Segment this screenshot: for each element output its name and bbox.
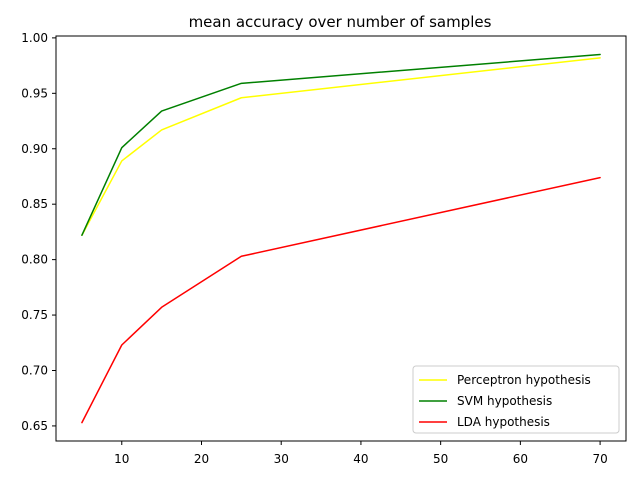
series-line-2 xyxy=(81,176,601,424)
plot-frame xyxy=(55,35,627,442)
y-tick-label-3: 0.80 xyxy=(21,253,48,267)
x-tick-label-0: 10 xyxy=(114,452,129,466)
legend: Perceptron hypothesis SVM hypothesis LDA h… xyxy=(412,365,620,434)
legend-label-0: Perceptron hypothesis xyxy=(457,373,591,387)
legend-label-1: SVM hypothesis xyxy=(457,394,552,408)
legend-label-2: LDA hypothesis xyxy=(457,415,550,429)
x-tick-label-5: 60 xyxy=(513,452,528,466)
x-tick-label-1: 20 xyxy=(194,452,209,466)
x-axis-ticks: 10 20 30 40 50 60 70 xyxy=(114,441,608,466)
y-tick-label-5: 0.90 xyxy=(21,142,48,156)
y-axis-ticks: 0.65 0.70 0.75 0.80 0.85 0.90 0.95 1.00 xyxy=(21,31,56,433)
x-tick-label-6: 70 xyxy=(592,452,607,466)
legend-box xyxy=(412,365,620,434)
y-tick-label-1: 0.70 xyxy=(21,363,48,377)
y-tick-label-6: 0.95 xyxy=(21,86,48,100)
plot-lines xyxy=(81,53,601,424)
y-tick-label-2: 0.75 xyxy=(21,308,48,322)
x-tick-label-4: 50 xyxy=(433,452,448,466)
x-tick-label-3: 40 xyxy=(353,452,368,466)
chart-title: mean accuracy over number of samples xyxy=(189,13,492,31)
series-line-1 xyxy=(81,53,601,236)
x-tick-label-2: 30 xyxy=(274,452,289,466)
y-tick-label-0: 0.65 xyxy=(21,419,48,433)
y-tick-label-7: 1.00 xyxy=(21,31,48,45)
series-line-0 xyxy=(81,57,601,236)
y-tick-label-4: 0.85 xyxy=(21,197,48,211)
